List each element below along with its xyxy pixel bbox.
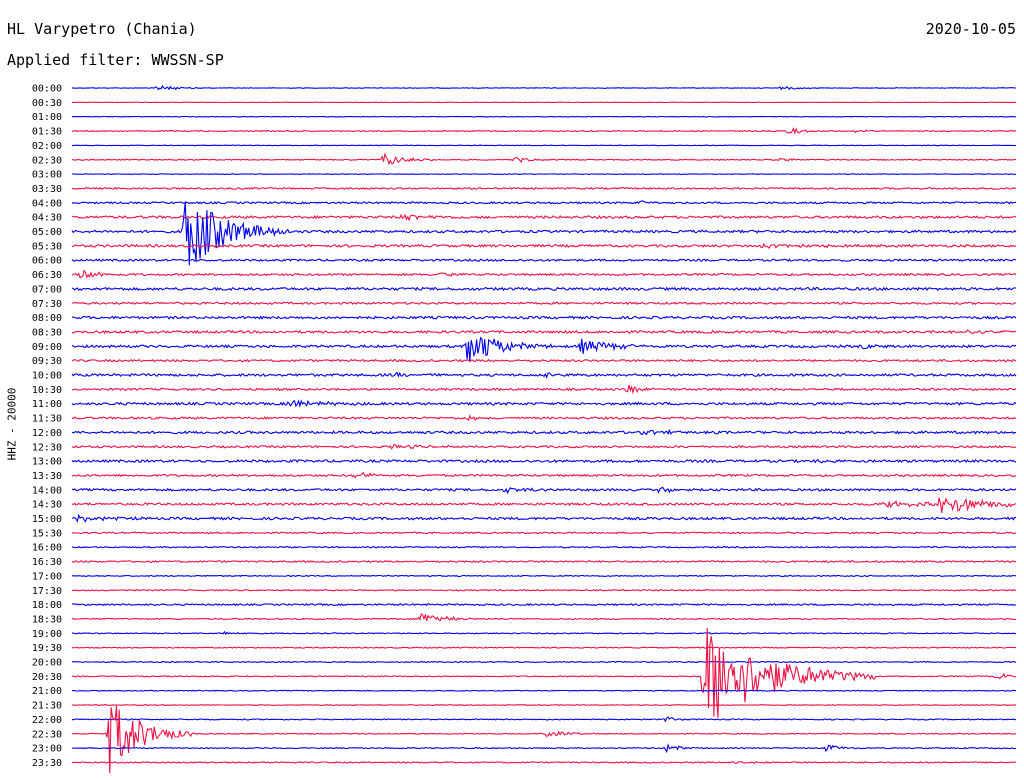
row-time-label: 20:30	[32, 672, 62, 683]
trace-row-1200	[71, 428, 1017, 436]
trace-row-1400	[71, 486, 1017, 495]
row-time-label: 16:30	[32, 557, 62, 568]
row-time-label: 06:30	[32, 270, 62, 281]
trace-row-0500	[71, 201, 1017, 266]
trace-row-1030	[71, 384, 1017, 395]
trace-row-1300	[71, 458, 1016, 464]
trace-row-0530	[71, 242, 1017, 249]
trace-row-1000	[71, 371, 1017, 380]
row-time-label: 11:00	[32, 399, 62, 410]
trace-row-0730	[71, 301, 1017, 306]
trace-row-2300	[71, 743, 1017, 754]
trace-row-0000	[71, 84, 1016, 91]
trace-row-2030	[71, 627, 1017, 718]
trace-row-2100	[71, 689, 1017, 692]
trace-row-2200	[72, 716, 1017, 723]
row-time-label: 05:00	[32, 227, 62, 238]
row-time-label: 12:30	[32, 442, 62, 453]
trace-row-1230	[71, 443, 1017, 450]
row-time-label: 09:30	[32, 356, 62, 367]
row-time-label: 22:00	[32, 715, 62, 726]
row-time-label: 08:00	[32, 313, 62, 324]
trace-row-1330	[71, 471, 1017, 479]
trace-row-0200	[71, 144, 1017, 147]
row-time-label: 05:30	[32, 241, 62, 252]
row-time-label: 02:30	[32, 155, 62, 166]
row-time-label: 23:30	[32, 758, 62, 769]
row-time-label: 13:00	[32, 457, 62, 468]
trace-row-1630	[71, 560, 1017, 564]
trace-row-2330	[71, 760, 1017, 764]
row-time-label: 04:30	[32, 213, 62, 224]
row-time-label: 03:30	[32, 184, 62, 195]
trace-row-1900	[71, 630, 1017, 636]
row-time-label: 21:00	[32, 686, 62, 697]
row-time-label: 10:30	[32, 385, 62, 396]
row-time-label: 15:30	[32, 528, 62, 539]
trace-row-1800	[71, 603, 1017, 607]
trace-row-2130	[71, 704, 1017, 707]
trace-row-1830	[71, 613, 1017, 622]
row-time-label: 00:00	[32, 84, 62, 95]
trace-row-0230	[71, 152, 1017, 166]
row-time-label: 21:30	[32, 701, 62, 712]
row-time-label: 18:00	[32, 600, 62, 611]
trace-row-1500	[71, 513, 1017, 523]
trace-row-2000	[71, 660, 1017, 664]
row-time-label: 13:30	[32, 471, 62, 482]
row-time-label: 14:00	[32, 485, 62, 496]
row-time-label: 07:30	[32, 299, 62, 310]
trace-row-0900	[71, 336, 1017, 363]
row-time-label: 03:00	[32, 170, 62, 181]
trace-row-1130	[71, 414, 1017, 422]
trace-row-0700	[71, 286, 1017, 292]
row-time-label: 22:30	[32, 729, 62, 740]
trace-row-1600	[71, 545, 1017, 549]
row-time-label: 14:30	[32, 500, 62, 511]
row-time-label: 06:00	[32, 256, 62, 267]
trace-row-0800	[71, 315, 1017, 320]
trace-row-0430	[71, 213, 1017, 222]
row-time-label: 12:00	[32, 428, 62, 439]
row-time-label: 08:30	[32, 327, 62, 338]
trace-row-0400	[71, 200, 1017, 205]
station-title: HL Varypetro (Chania)	[7, 20, 197, 38]
row-time-label: 19:30	[32, 643, 62, 654]
row-time-label: 01:30	[32, 127, 62, 138]
trace-row-0930	[71, 358, 1017, 363]
applied-filter: Applied filter: WWSSN-SP	[7, 51, 224, 69]
trace-row-1100	[71, 399, 1017, 408]
row-time-label: 10:00	[32, 371, 62, 382]
row-time-label: 16:00	[32, 543, 62, 554]
row-time-label: 17:30	[32, 586, 62, 597]
row-time-label: 19:00	[32, 629, 62, 640]
trace-row-0130	[71, 127, 1017, 135]
trace-row-1530	[71, 531, 1017, 535]
trace-row-1930	[71, 646, 1017, 649]
trace-row-2230	[71, 705, 1017, 774]
trace-row-0630	[71, 269, 1017, 279]
trace-row-1700	[71, 574, 1017, 578]
row-time-label: 23:00	[32, 744, 62, 755]
trace-row-1430	[71, 497, 1017, 513]
record-date: 2020-10-05	[925, 20, 1016, 38]
row-time-label: 20:00	[32, 658, 62, 669]
trace-row-0600	[71, 258, 1017, 263]
row-time-label: 01:00	[32, 112, 62, 123]
row-time-label: 09:00	[32, 342, 62, 353]
row-time-label: 07:00	[32, 284, 62, 295]
trace-row-1730	[71, 588, 1017, 592]
row-time-label: 00:30	[32, 98, 62, 109]
trace-row-0330	[71, 186, 1017, 190]
row-time-label: 04:00	[32, 198, 62, 209]
row-time-label: 18:30	[32, 614, 62, 625]
row-time-label: 17:00	[32, 571, 62, 582]
row-time-label: 15:00	[32, 514, 62, 525]
trace-row-0830	[71, 329, 1017, 335]
trace-row-0300	[71, 173, 1017, 175]
row-time-label: 02:00	[32, 141, 62, 152]
row-time-label: 11:30	[32, 414, 62, 425]
